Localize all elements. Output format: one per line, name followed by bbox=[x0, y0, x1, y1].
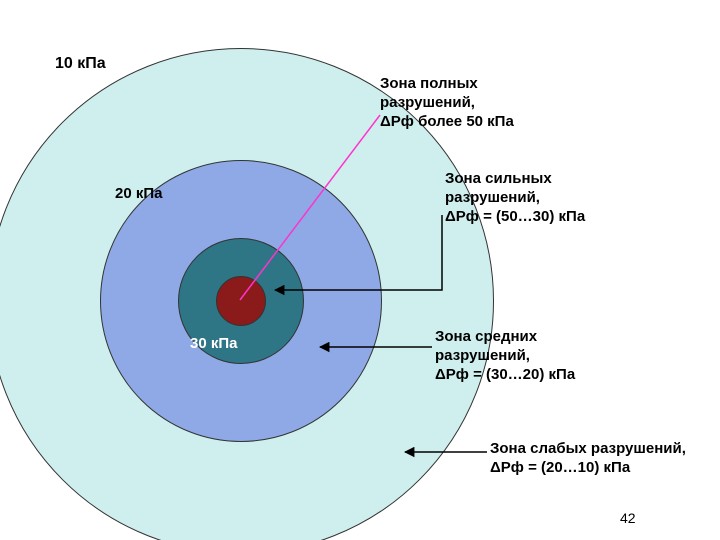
callout-inner-l2: разрушений, bbox=[445, 189, 540, 206]
label-20kpa: 20 кПа bbox=[115, 185, 162, 202]
callout-core-l3: ΔРф более 50 кПа bbox=[380, 113, 514, 130]
diagram-stage: 10 кПа 20 кПа 30 кПа Зона полных разруше… bbox=[0, 0, 720, 540]
callout-inner: Зона сильных разрушений, ΔРф = (50…30) к… bbox=[445, 170, 585, 226]
zone-core-circle bbox=[216, 276, 266, 326]
callout-outer-l1: Зона слабых разрушений, bbox=[490, 440, 686, 457]
callout-middle-l1: Зона средних bbox=[435, 328, 537, 345]
callout-middle-l2: разрушений, bbox=[435, 347, 530, 364]
callout-middle: Зона средних разрушений, ΔРф = (30…20) к… bbox=[435, 328, 575, 384]
callout-core-l2: разрушений, bbox=[380, 94, 475, 111]
callout-inner-l1: Зона сильных bbox=[445, 170, 552, 187]
callout-middle-l3: ΔРф = (30…20) кПа bbox=[435, 366, 575, 383]
callout-core-l1: Зона полных bbox=[380, 75, 478, 92]
callout-outer-l2: ΔРф = (20…10) кПа bbox=[490, 459, 630, 476]
callout-core: Зона полных разрушений, ΔРф более 50 кПа bbox=[380, 75, 514, 131]
label-30kpa: 30 кПа bbox=[190, 335, 237, 352]
page-number: 42 bbox=[620, 510, 636, 526]
label-10kpa: 10 кПа bbox=[55, 55, 106, 73]
callout-outer: Зона слабых разрушений, ΔРф = (20…10) кП… bbox=[490, 440, 686, 478]
callout-inner-l3: ΔРф = (50…30) кПа bbox=[445, 208, 585, 225]
